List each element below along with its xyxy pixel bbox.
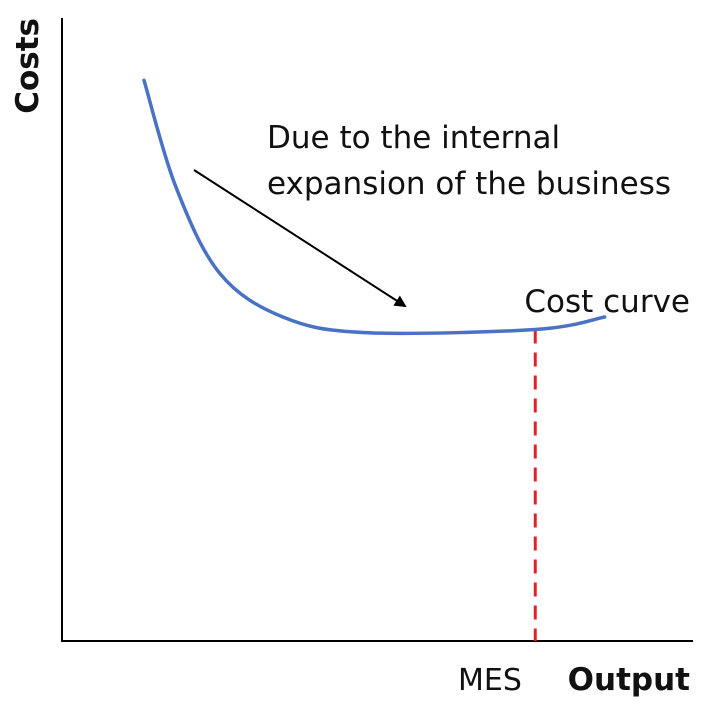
cost-curve-label: Cost curve [524,284,690,320]
y-axis-title: Costs [10,18,46,114]
annotation-line-2: expansion of the business [267,166,671,202]
annotation-line-1: Due to the internal [267,120,560,156]
x-tick-label-mes: MES [458,663,522,698]
annotation-arrow [193,169,407,308]
x-axis-title: Output [568,662,691,698]
cost-curve-line [142,78,607,336]
